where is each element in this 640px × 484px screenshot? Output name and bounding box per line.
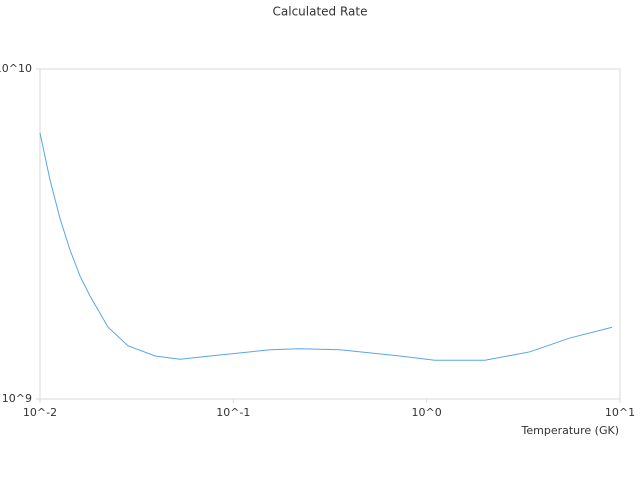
chart-title: Calculated Rate [273, 5, 368, 19]
y-tick-label: 10^9 [2, 392, 32, 405]
x-axis-label: Temperature (GK) [521, 424, 620, 437]
x-tick-label: 10^-1 [216, 406, 250, 419]
plot-frame [39, 68, 621, 400]
line [39, 132, 613, 361]
y-tick-label: 10^10 [0, 62, 32, 75]
x-tick-label: 10^-2 [23, 406, 57, 419]
x-tick-label: 10^1 [605, 406, 635, 419]
x-tick-label: 10^0 [412, 406, 442, 419]
